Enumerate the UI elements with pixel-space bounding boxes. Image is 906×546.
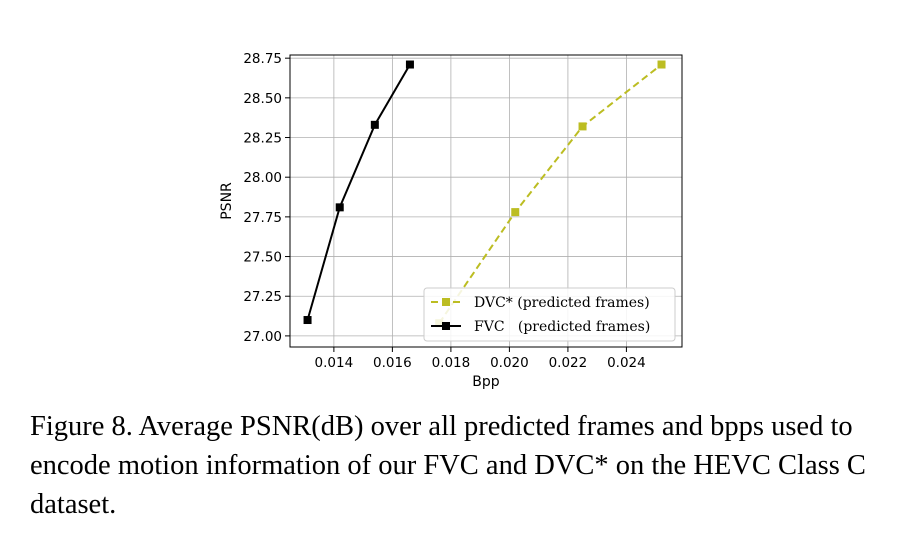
y-tick-label: 27.00 <box>243 329 282 345</box>
y-tick-label: 28.25 <box>243 131 282 147</box>
y-axis: 27.00 27.25 27.50 27.75 28.00 28.25 28.50 28.75 <box>243 51 290 345</box>
series-0 <box>435 60 666 328</box>
plot-frame <box>289 54 683 348</box>
legend-entry: DVC* (predicted frames) <box>431 295 650 311</box>
legend: DVC* (predicted frames) FVC (predicted fr… <box>423 287 676 342</box>
x-axis-label: Bpp <box>472 374 499 390</box>
x-tick-label: 0.020 <box>490 355 529 371</box>
x-tick-label: 0.018 <box>432 355 471 371</box>
data-point <box>335 203 344 212</box>
data-point <box>511 208 520 217</box>
x-tick-label: 0.014 <box>315 355 354 371</box>
x-tick-label: 0.016 <box>373 355 412 371</box>
figure-caption: Figure 8. Average PSNR(dB) over all pred… <box>30 411 866 520</box>
series-layer <box>303 60 666 328</box>
y-tick-label: 27.75 <box>243 210 282 226</box>
x-tick-label: 0.022 <box>549 355 588 371</box>
grid-lines <box>290 55 682 347</box>
x-axis: 0.014 0.016 0.018 0.020 0.022 0.024 <box>315 347 646 371</box>
legend-marker <box>442 322 450 330</box>
data-point <box>303 316 312 325</box>
data-point <box>370 120 379 129</box>
legend-entry: FVC (predicted frames) <box>431 319 650 335</box>
legend-box <box>423 287 676 342</box>
y-axis-label: PSNR <box>219 182 235 220</box>
y-tick-label: 28.75 <box>243 51 282 67</box>
y-tick-label: 28.00 <box>243 170 282 186</box>
legend-label: FVC (predicted frames) <box>474 319 650 335</box>
data-point <box>578 122 587 131</box>
data-point <box>657 60 666 69</box>
data-point <box>405 60 414 69</box>
legend-marker <box>442 298 450 306</box>
legend-label: DVC* (predicted frames) <box>474 295 650 311</box>
series-1 <box>303 60 414 325</box>
x-tick-label: 0.024 <box>607 355 646 371</box>
y-tick-label: 27.50 <box>243 250 282 266</box>
y-tick-label: 27.25 <box>243 289 282 305</box>
series-line <box>306 64 411 321</box>
psnr-bpp-chart: 0.014 0.016 0.018 0.020 0.022 0.024 27.00 27.2… <box>219 51 683 390</box>
series-line <box>438 63 663 324</box>
y-tick-label: 28.50 <box>243 91 282 107</box>
